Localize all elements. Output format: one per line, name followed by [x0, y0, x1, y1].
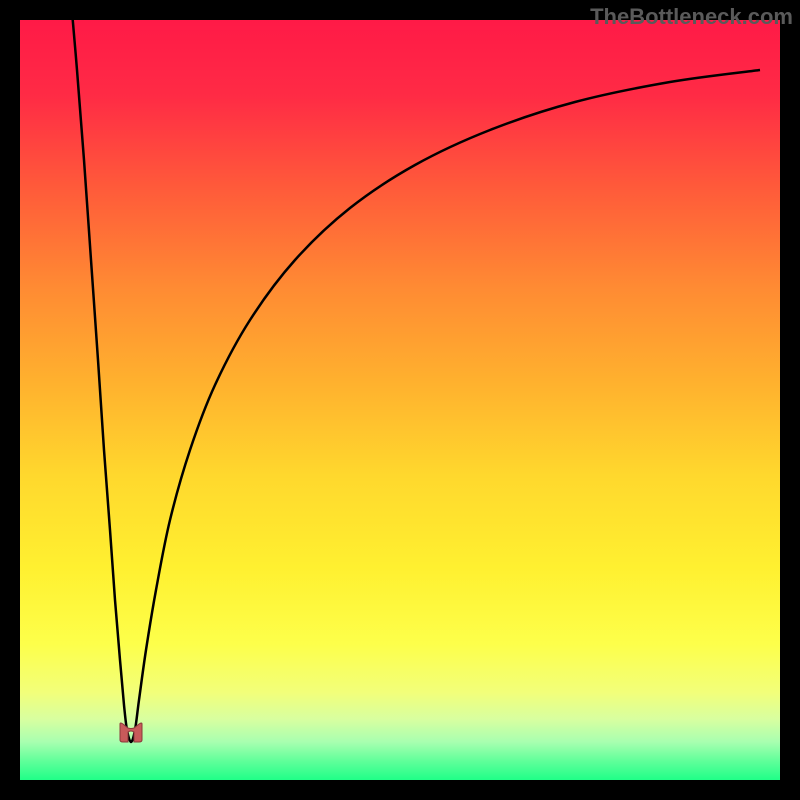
chart-frame: TheBottleneck.com — [0, 0, 800, 800]
watermark-text: TheBottleneck.com — [590, 4, 793, 30]
plot-area — [20, 20, 780, 780]
gradient-background — [20, 20, 780, 780]
chart-svg — [20, 20, 780, 780]
